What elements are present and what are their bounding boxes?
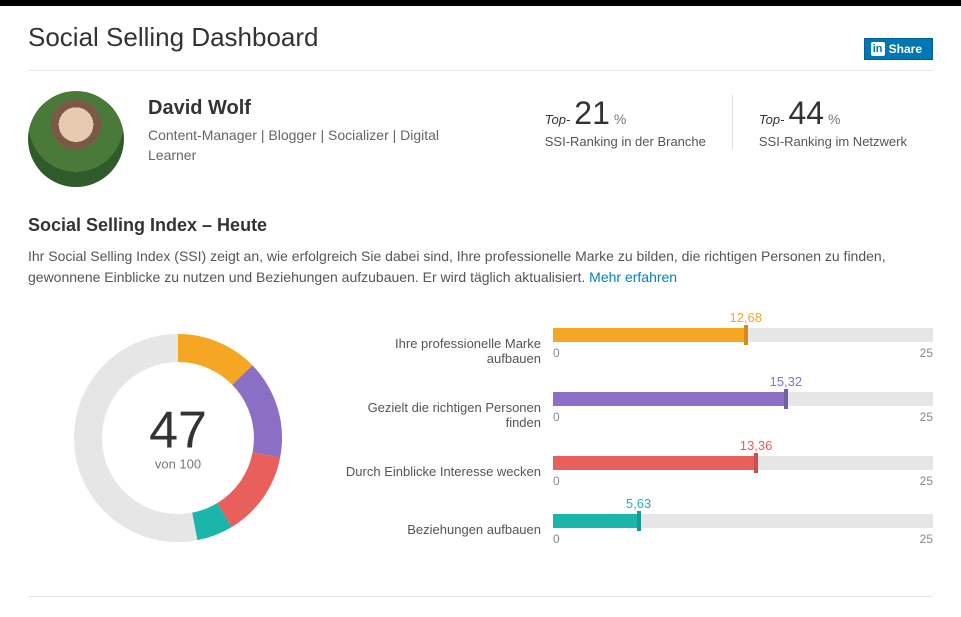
metric-bars: Ihre professionelle Marke aufbauen12,680… [338, 318, 933, 572]
avatar [28, 91, 124, 187]
rank-label: SSI-Ranking in der Branche [545, 134, 706, 149]
metric-row: Gezielt die richtigen Personen finden15,… [338, 392, 933, 430]
share-label: Share [889, 42, 922, 56]
linkedin-icon: in [871, 42, 885, 56]
bar-track [553, 328, 933, 342]
bar-track-wrap: 5,63025 [553, 514, 933, 546]
rank-pct: % [828, 111, 840, 127]
donut-chart: 47 von 100 [58, 318, 298, 558]
metric-row: Durch Einblicke Interesse wecken13,36025 [338, 456, 933, 488]
bar-track-wrap: 12,68025 [553, 328, 933, 360]
header-row: Social Selling Dashboard in Share [28, 22, 933, 71]
metric-value: 5,63 [626, 496, 651, 511]
metric-label: Durch Einblicke Interesse wecken [338, 456, 553, 479]
bar-track-wrap: 13,36025 [553, 456, 933, 488]
metric-label: Beziehungen aufbauen [338, 514, 553, 537]
metric-label: Ihre professionelle Marke aufbauen [338, 328, 553, 366]
rank-prefix: Top- [759, 112, 785, 127]
profile-row: David Wolf Content-Manager | Blogger | S… [28, 91, 933, 187]
ssi-desc-text: Ihr Social Selling Index (SSI) zeigt an,… [28, 248, 886, 285]
rankings: Top- 21 % SSI-Ranking in der Branche Top… [519, 91, 933, 149]
bar-axis: 025 [553, 474, 933, 488]
rank-network: Top- 44 % SSI-Ranking im Netzwerk [732, 95, 933, 149]
profile-info: David Wolf Content-Manager | Blogger | S… [148, 91, 478, 165]
bar-track [553, 392, 933, 406]
metric-row: Beziehungen aufbauen5,63025 [338, 514, 933, 546]
rank-value: 21 [574, 95, 610, 132]
share-button[interactable]: in Share [864, 38, 933, 60]
bar-track [553, 456, 933, 470]
bar-track-wrap: 15,32025 [553, 392, 933, 424]
metric-label: Gezielt die richtigen Personen finden [338, 392, 553, 430]
bar-fill [553, 456, 756, 470]
metric-row: Ihre professionelle Marke aufbauen12,680… [338, 328, 933, 366]
learn-more-link[interactable]: Mehr erfahren [589, 269, 677, 285]
metric-value: 13,36 [740, 438, 773, 453]
bar-track [553, 514, 933, 528]
rank-value: 44 [788, 95, 824, 132]
metric-value: 12,68 [729, 310, 762, 325]
dashboard-container: Social Selling Dashboard in Share David … [0, 6, 961, 617]
bar-fill [553, 514, 639, 528]
bar-fill [553, 392, 786, 406]
bar-axis: 025 [553, 532, 933, 546]
chart-area: 47 von 100 Ihre professionelle Marke auf… [28, 318, 933, 597]
bar-fill [553, 328, 746, 342]
profile-subtitle: Content-Manager | Blogger | Socializer |… [148, 126, 478, 165]
donut-score: 47 [149, 405, 207, 457]
ssi-description: Ihr Social Selling Index (SSI) zeigt an,… [28, 246, 933, 288]
ssi-title: Social Selling Index – Heute [28, 215, 933, 236]
metric-value: 15,32 [770, 374, 803, 389]
page-title: Social Selling Dashboard [28, 22, 319, 53]
rank-label: SSI-Ranking im Netzwerk [759, 134, 907, 149]
rank-prefix: Top- [545, 112, 571, 127]
rank-industry: Top- 21 % SSI-Ranking in der Branche [519, 95, 732, 149]
bar-axis: 025 [553, 410, 933, 424]
donut-sub: von 100 [149, 457, 207, 472]
profile-name: David Wolf [148, 97, 478, 120]
rank-pct: % [614, 111, 626, 127]
bar-axis: 025 [553, 346, 933, 360]
